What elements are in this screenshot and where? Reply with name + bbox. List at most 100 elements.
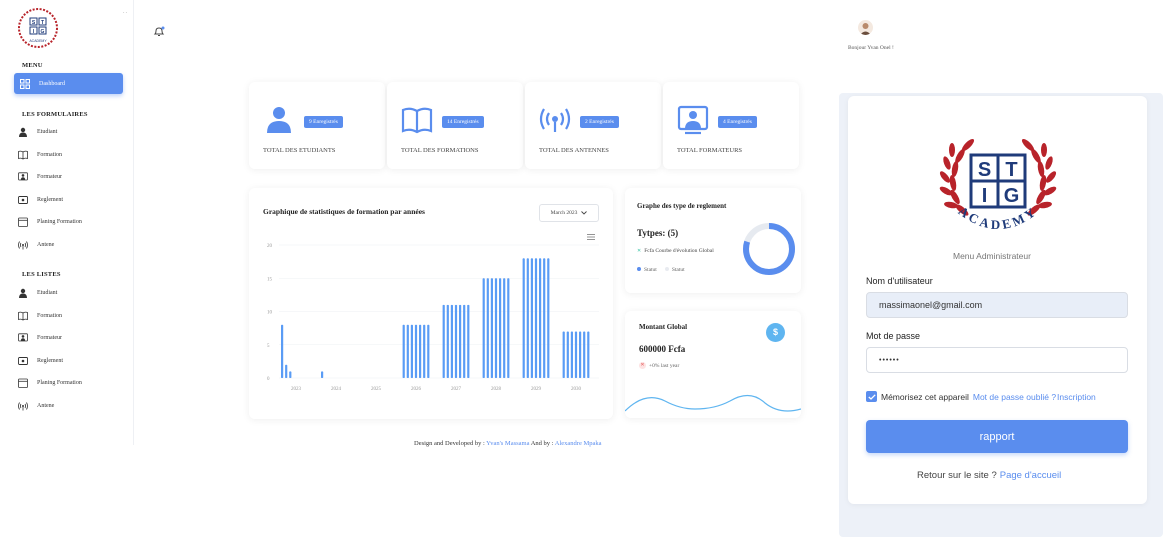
forgot-password-link[interactable]: Mot de passe oublié ? [972,391,1057,402]
montant-change: ✕ +0% last year [639,362,679,369]
footer-author-link[interactable]: Yvan's Massama [486,440,530,447]
montant-value: 600000 Fcfa [639,344,686,354]
stat-card-students[interactable]: 9 Enregistrés TOTAL DES ETUDIANTS [249,82,385,169]
svg-text:G: G [1004,185,1020,207]
signup-link[interactable]: Inscription [1057,391,1096,402]
bar-2026-0 [402,324,405,378]
teacher-icon [18,172,28,181]
back-text: Retour sur le site ? [917,470,997,481]
bar-2028-1 [486,278,489,378]
user-icon [267,107,291,133]
sidebar-item-reglement[interactable]: Reglement [18,191,63,209]
calendar-icon [18,217,28,228]
bar-2027-5 [463,304,466,378]
sidebar-item-formation[interactable]: Formation [18,146,62,164]
chart-menu-icon[interactable] [587,234,595,240]
check-icon: ✕ [637,249,642,254]
avatar[interactable] [858,20,873,35]
user-icon [19,127,27,137]
bar-2028-6 [507,278,510,378]
chart-title: Graphique de statistiques de formation p… [263,207,425,216]
sidebar-item-etudiant[interactable]: Etudiant [18,123,57,141]
bar-2027-1 [446,304,449,378]
reglement-legend: ✕ Fcfa Courbe d'évolution Global [637,248,714,254]
bar-2030-0 [562,331,565,378]
footer: Design and Developed by : Yvan's Massama… [414,440,602,447]
sidebar-item-formateur[interactable]: Formateur [18,329,62,347]
sidebar-item-formation[interactable]: Formation [18,307,62,325]
antenna-icon [18,402,28,411]
bar-2027-2 [450,304,453,378]
home-page-link[interactable]: Page d'accueil [999,470,1062,481]
payment-icon [18,195,28,204]
stat-card-antennes[interactable]: 2 Enregistrés TOTAL DES ANTENNES [525,82,661,169]
bar-2029-0 [522,258,525,378]
legend-label: Fcfa Courbe d'évolution Global [644,248,714,254]
teacher-icon [18,333,28,342]
bar-2028-2 [490,278,493,378]
x-tick-label: 2024 [331,387,342,392]
username-input[interactable]: massimaonel@gmail.com [866,292,1128,318]
dashboard-icon [20,78,30,89]
svg-text:T: T [1005,159,1017,181]
sidebar-item-antene[interactable]: Antene [18,397,54,415]
notification-bell-icon[interactable] [153,26,165,38]
bar-2030-3 [574,331,578,378]
bar-2028-0 [482,278,485,378]
sidebar-item-planing-formation[interactable]: Planing Formation [18,374,82,392]
bar-2029-2 [530,258,533,378]
book-icon [18,150,28,160]
y-tick-label: 5 [267,344,270,349]
period-select[interactable]: March 2023 [539,204,599,222]
password-input[interactable]: •••••• [866,347,1128,373]
stat-card-formations[interactable]: 14 Enregistrés TOTAL DES FORMATIONS [387,82,523,169]
y-tick-label: 0 [267,377,270,382]
username-value: massimaonel@gmail.com [879,300,983,310]
sidebar-item-dashboard[interactable]: Dashboard [14,73,123,94]
rapport-button[interactable]: rapport [866,420,1128,453]
montant-title: Montant Global [639,323,688,331]
stat-badge: 4 Enregistrés [718,116,757,128]
sidebar-item-label: Antene [37,403,55,409]
username-label: Nom d'utilisateur [866,276,933,286]
bar-2023-2 [289,371,292,378]
sidebar-item-formateur[interactable]: Formateur [18,168,62,186]
bar-2030-1 [566,331,569,378]
y-tick-label: 20 [267,244,273,249]
bar-2027-0 [442,304,445,378]
svg-text:I: I [982,185,988,207]
book-icon [401,107,433,134]
svg-text:S: S [32,20,36,26]
bar-2023-1 [285,364,288,378]
remember-row: Mémorisez cet appareil Mot de passe oubl… [866,391,1096,402]
x-tick-label: 2025 [371,387,382,392]
checkmark-icon [867,393,876,400]
bar-2029-1 [526,258,529,378]
sidebar-item-label: Reglement [37,196,63,203]
sidebar-item-antene[interactable]: Antene [18,236,54,254]
stat-label: TOTAL DES ANTENNES [539,147,609,154]
y-tick-label: 10 [267,311,273,316]
bar-2030-6 [587,331,590,378]
bar-2029-4 [539,258,542,378]
svg-text:S: S [978,159,991,181]
bar-2024-0 [321,371,324,378]
academy-logo[interactable]: S T I G ACADEMY [18,8,58,48]
sidebar-item-etudiant[interactable]: Etudiant [18,284,57,302]
remember-checkbox[interactable] [866,391,877,402]
bar-2029-6 [547,258,550,378]
bar-2028-3 [494,278,498,378]
sidebar-item-planing-formation[interactable]: Planing Formation [18,213,82,231]
formation-stats-chart-card: Graphique de statistiques de formation p… [249,188,613,419]
trend-icon: ✕ [639,362,646,369]
chevron-down-icon [581,211,588,215]
sidebar: S T I G ACADEMY .. MENU Dashboard LES FO… [0,0,134,445]
footer-author-link[interactable]: Alexandre Mpaka [554,440,602,447]
bar-2026-1 [406,324,409,378]
y-tick-label: 15 [267,277,273,282]
academy-logo: S T I G ACADEMY [939,138,1057,232]
sidebar-item-reglement[interactable]: Reglement [18,352,63,370]
stat-card-formateurs[interactable]: 4 Enregistrés TOTAL FORMATEURS [663,82,799,169]
footer-text: Design and Developed by : [414,440,487,447]
bar-2026-5 [423,324,426,378]
